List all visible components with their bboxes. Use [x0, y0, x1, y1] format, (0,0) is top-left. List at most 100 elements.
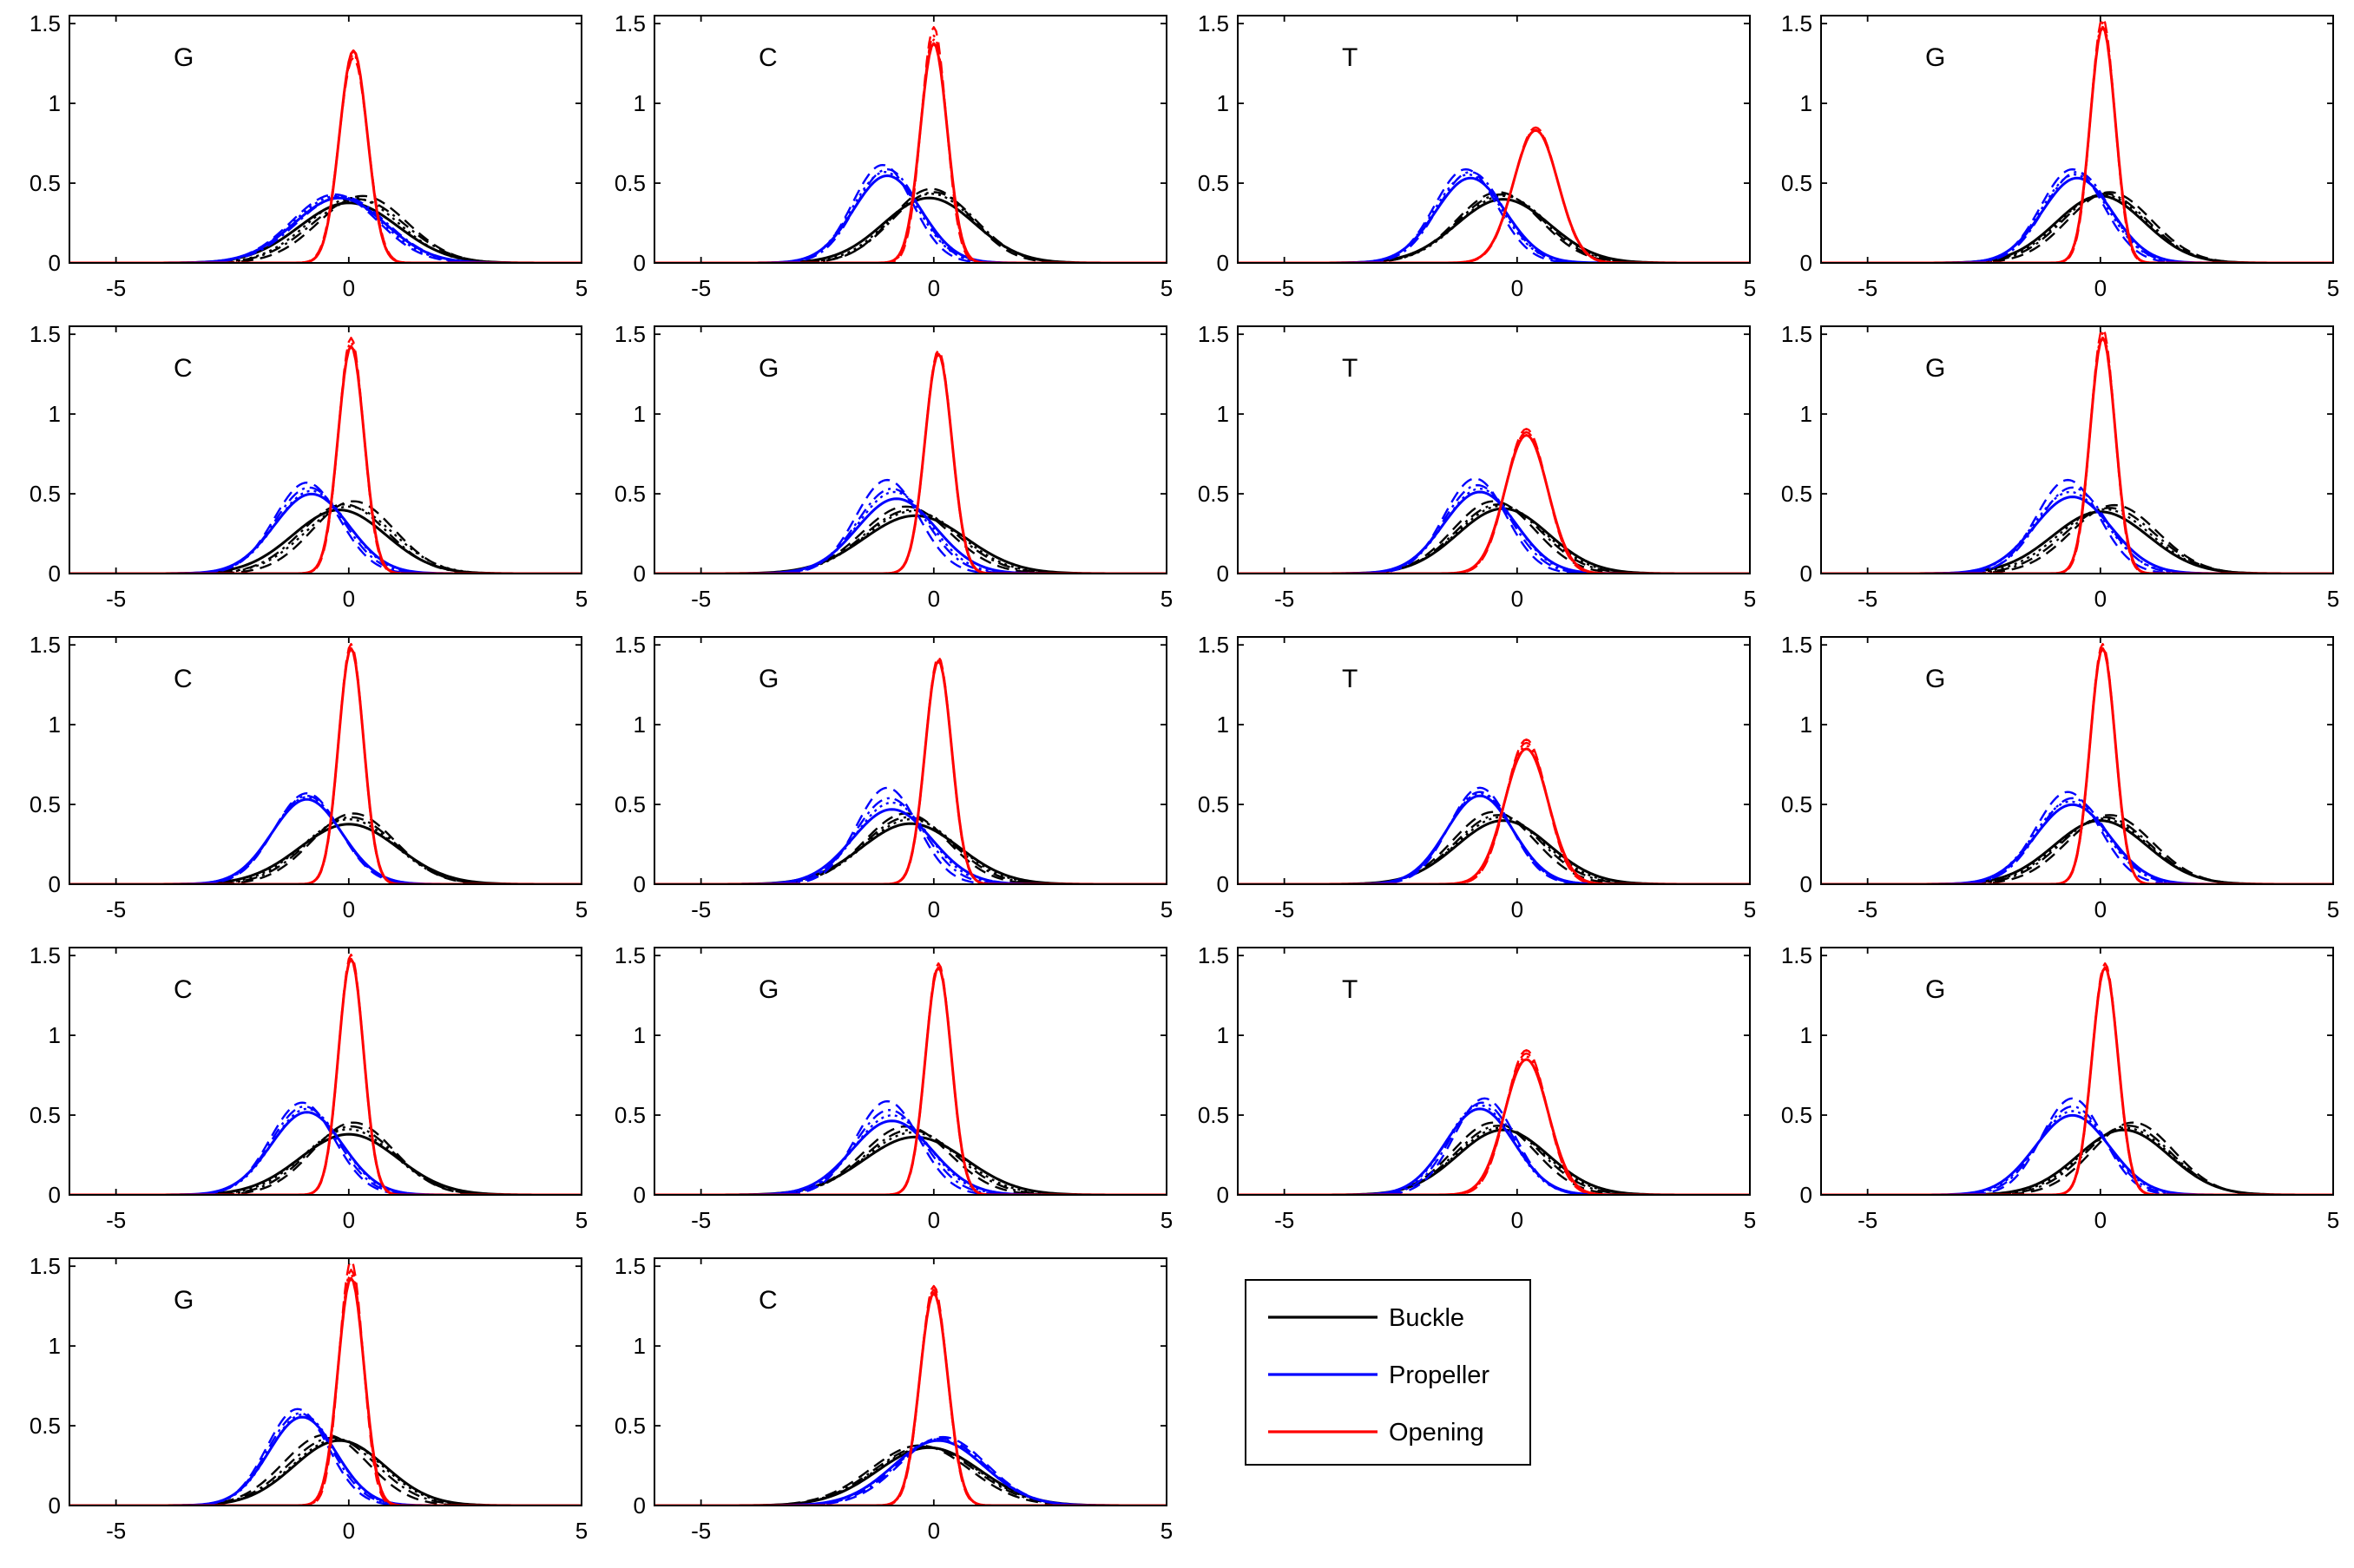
y-tick-label: 1 — [1800, 1022, 1812, 1048]
y-tick-label: 0.5 — [1198, 1102, 1229, 1128]
subplot-panel: -5 0 5 0 0.5 1 1.5 C — [30, 321, 588, 612]
panel-base-label: G — [1925, 43, 1945, 72]
opening-curve-dashed — [1821, 962, 2333, 1195]
propeller-curve-solid — [1821, 1113, 2333, 1195]
y-tick-label: 0 — [1217, 1182, 1229, 1208]
panel-base-label: T — [1342, 975, 1358, 1004]
x-tick-label: -5 — [106, 586, 126, 612]
subplot-panel: -5 0 5 0 0.5 1 1.5 G — [1781, 632, 2339, 922]
propeller-curve-dotted — [1238, 1104, 1750, 1195]
opening-curve-dashed — [654, 962, 1167, 1195]
y-tick-label: 0 — [634, 1493, 646, 1519]
legend-label-buckle: Buckle — [1389, 1304, 1464, 1332]
y-tick-label: 1.5 — [615, 1253, 646, 1279]
y-tick-label: 1.5 — [615, 321, 646, 347]
y-tick-label: 0 — [1800, 1182, 1812, 1208]
x-tick-label: -5 — [1858, 896, 1877, 922]
subplot-panel: -5 0 5 0 0.5 1 1.5 T — [1198, 10, 1756, 301]
subplot-panel: -5 0 5 0 0.5 1 1.5 T — [1198, 942, 1756, 1233]
y-tick-label: 0.5 — [30, 1102, 61, 1128]
y-tick-label: 1 — [1217, 401, 1229, 427]
y-tick-label: 1 — [634, 712, 646, 738]
y-tick-label: 0 — [1800, 561, 1812, 587]
axes-frame — [69, 636, 582, 885]
y-tick-label: 0.5 — [1781, 481, 1812, 507]
opening-curve-dashed — [654, 655, 1167, 884]
x-tick-label: 0 — [343, 1518, 355, 1544]
subplot-panel: -5 0 5 0 0.5 1 1.5 C — [615, 1253, 1173, 1544]
x-tick-label: 5 — [575, 275, 588, 301]
propeller-curve-dashed — [1238, 786, 1750, 884]
y-tick-label: 1 — [1800, 401, 1812, 427]
panel-base-label: G — [1925, 354, 1945, 383]
axes-frame — [1820, 636, 2334, 885]
y-tick-label: 1 — [1217, 1022, 1229, 1048]
opening-curve-dashed — [654, 1284, 1167, 1506]
propeller-curve-dotted — [1238, 487, 1750, 574]
x-tick-label: -5 — [1858, 275, 1877, 301]
y-tick-label: 1.5 — [615, 632, 646, 658]
legend: Buckle Propeller Opening — [1245, 1279, 1531, 1466]
subplot-panel: -5 0 5 0 0.5 1 1.5 G — [615, 632, 1173, 922]
y-tick-label: 1.5 — [1198, 321, 1229, 347]
y-tick-label: 0.5 — [30, 1413, 61, 1439]
propeller-curve-dashdot — [1821, 1105, 2333, 1195]
propeller-curve-dashdot — [69, 486, 582, 574]
y-tick-label: 1.5 — [1198, 632, 1229, 658]
x-tick-label: 0 — [1511, 586, 1523, 612]
x-tick-label: 0 — [928, 1518, 940, 1544]
y-tick-label: 0 — [1217, 561, 1229, 587]
propeller-curve-solid — [1821, 803, 2333, 884]
y-tick-label: 1 — [49, 1022, 61, 1048]
y-tick-label: 1.5 — [615, 942, 646, 968]
x-tick-label: 0 — [1511, 1207, 1523, 1233]
y-tick-label: 0 — [634, 250, 646, 276]
y-tick-label: 1.5 — [30, 632, 61, 658]
propeller-curve-dashdot — [1238, 171, 1750, 263]
x-tick-label: 0 — [343, 896, 355, 922]
y-tick-label: 0.5 — [1781, 791, 1812, 817]
panel-base-label: G — [174, 43, 194, 72]
x-tick-label: 0 — [2094, 1207, 2107, 1233]
y-tick-label: 1.5 — [30, 321, 61, 347]
x-tick-label: -5 — [691, 896, 711, 922]
y-tick-label: 1.5 — [30, 1253, 61, 1279]
axes-frame — [654, 1257, 1167, 1506]
legend-label-propeller: Propeller — [1389, 1361, 1489, 1389]
y-tick-label: 1 — [1217, 90, 1229, 116]
subplot-panel: -5 0 5 0 0.5 1 1.5 T — [1198, 632, 1756, 922]
x-tick-label: -5 — [106, 896, 126, 922]
y-tick-label: 1 — [49, 1333, 61, 1359]
x-tick-label: -5 — [1858, 586, 1877, 612]
x-tick-label: -5 — [1858, 1207, 1877, 1233]
propeller-curve-solid — [1821, 176, 2333, 263]
legend-box — [1245, 1279, 1531, 1466]
y-tick-label: 0.5 — [1781, 170, 1812, 196]
opening-curve-dotted — [1238, 128, 1750, 263]
axes-frame — [1820, 325, 2334, 574]
x-tick-label: 5 — [1161, 896, 1173, 922]
y-tick-label: 0 — [49, 871, 61, 897]
opening-curve-dashdot — [654, 34, 1167, 263]
y-tick-label: 1 — [634, 1333, 646, 1359]
opening-curve-dotted — [1821, 21, 2333, 263]
propeller-curve-dashed — [1238, 167, 1750, 263]
curves-group — [1821, 962, 2333, 1195]
y-tick-label: 1.5 — [30, 10, 61, 36]
subplot-panel: -5 0 5 0 0.5 1 1.5 C — [615, 10, 1173, 301]
x-tick-label: 5 — [2327, 1207, 2339, 1233]
buckle-curve-dashed — [1821, 191, 2333, 263]
x-tick-label: -5 — [106, 1207, 126, 1233]
opening-curve-dotted — [654, 1292, 1167, 1506]
y-tick-label: 0 — [49, 1182, 61, 1208]
y-tick-label: 1 — [1217, 712, 1229, 738]
y-tick-label: 0 — [49, 250, 61, 276]
y-tick-label: 1 — [634, 90, 646, 116]
axes-frame — [69, 15, 582, 264]
propeller-curve-dashdot — [69, 1412, 582, 1506]
x-tick-label: 5 — [1161, 1518, 1173, 1544]
propeller-curve-dashed — [654, 478, 1167, 574]
y-tick-label: 1.5 — [1781, 632, 1812, 658]
